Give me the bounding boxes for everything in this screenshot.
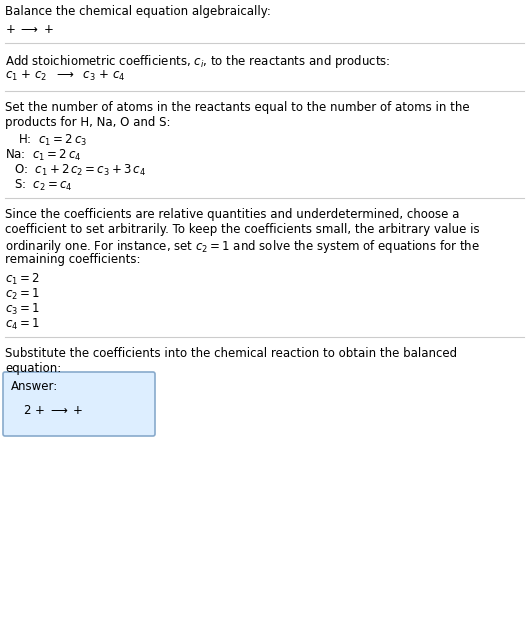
Text: $c_4 = 1$: $c_4 = 1$ <box>5 317 40 332</box>
Text: Na:  $c_1 = 2\,c_4$: Na: $c_1 = 2\,c_4$ <box>5 148 81 163</box>
Text: Balance the chemical equation algebraically:: Balance the chemical equation algebraica… <box>5 5 271 18</box>
Text: Set the number of atoms in the reactants equal to the number of atoms in the: Set the number of atoms in the reactants… <box>5 101 470 114</box>
Text: $c_3 = 1$: $c_3 = 1$ <box>5 302 40 317</box>
Text: $c_1 = 2$: $c_1 = 2$ <box>5 272 40 287</box>
Text: 2 + $\longrightarrow$ +: 2 + $\longrightarrow$ + <box>23 404 84 417</box>
Text: Add stoichiometric coefficients, $c_i$, to the reactants and products:: Add stoichiometric coefficients, $c_i$, … <box>5 53 390 70</box>
Text: + $\longrightarrow$ +: + $\longrightarrow$ + <box>5 23 54 36</box>
Text: Answer:: Answer: <box>11 380 58 393</box>
Text: $c_2 = 1$: $c_2 = 1$ <box>5 287 40 302</box>
Text: remaining coefficients:: remaining coefficients: <box>5 253 141 266</box>
Text: products for H, Na, O and S:: products for H, Na, O and S: <box>5 116 170 129</box>
Text: ordinarily one. For instance, set $c_2 = 1$ and solve the system of equations fo: ordinarily one. For instance, set $c_2 =… <box>5 238 480 255</box>
FancyBboxPatch shape <box>3 372 155 436</box>
Text: Substitute the coefficients into the chemical reaction to obtain the balanced: Substitute the coefficients into the che… <box>5 347 457 360</box>
Text: equation:: equation: <box>5 362 61 375</box>
Text: O:  $c_1 + 2\,c_2 = c_3 + 3\,c_4$: O: $c_1 + 2\,c_2 = c_3 + 3\,c_4$ <box>14 163 146 178</box>
Text: Since the coefficients are relative quantities and underdetermined, choose a: Since the coefficients are relative quan… <box>5 208 459 221</box>
Text: $c_1$ + $c_2$  $\longrightarrow$  $c_3$ + $c_4$: $c_1$ + $c_2$ $\longrightarrow$ $c_3$ + … <box>5 69 125 83</box>
Text: S:  $c_2 = c_4$: S: $c_2 = c_4$ <box>14 178 72 193</box>
Text: coefficient to set arbitrarily. To keep the coefficients small, the arbitrary va: coefficient to set arbitrarily. To keep … <box>5 223 480 236</box>
Text: H:  $c_1 = 2\,c_3$: H: $c_1 = 2\,c_3$ <box>18 133 87 148</box>
